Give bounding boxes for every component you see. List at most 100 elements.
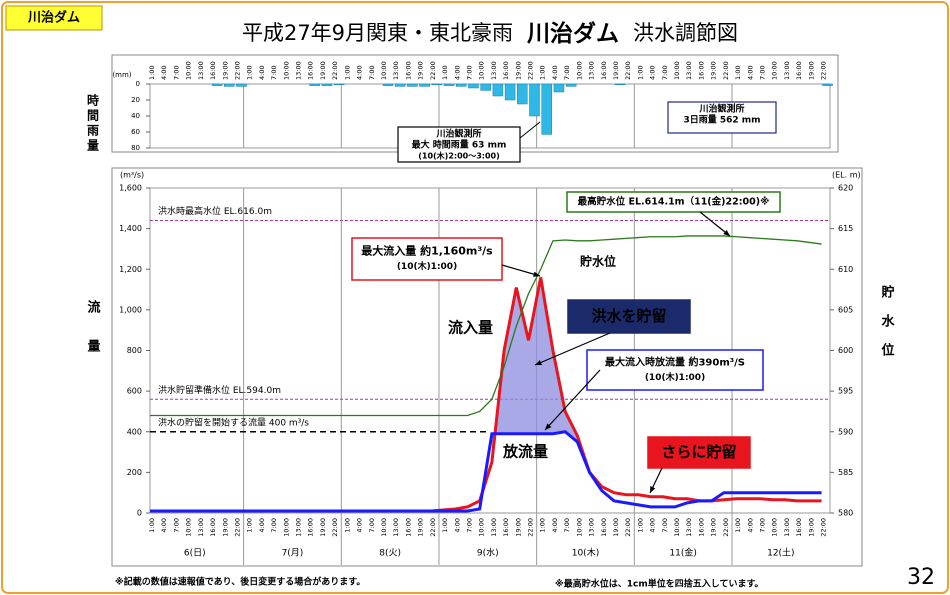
x-tick-label: 1:00 xyxy=(441,65,449,80)
x-tick-label: 1:00 xyxy=(246,65,254,80)
storage-area xyxy=(491,277,578,463)
x-tick-label: 19:00 xyxy=(514,61,522,80)
y-tick-label: 0 xyxy=(137,509,142,518)
x-tick-label: 1:00 xyxy=(636,65,644,80)
x-tick-label: 7:00 xyxy=(368,65,376,80)
x-tick-label: 10:00 xyxy=(380,518,388,537)
y-tick-label: 20 xyxy=(131,96,140,104)
x-tick-label: 7:00 xyxy=(661,65,669,80)
reference-label: 洪水貯留準備水位 EL.594.0m xyxy=(158,384,281,396)
x-tick-label: 16:00 xyxy=(404,518,412,537)
x-tick-label: 10:00 xyxy=(478,61,486,80)
level-y-label: 貯水位 xyxy=(879,284,895,372)
x-tick-label: 7:00 xyxy=(465,65,473,80)
x-tick-label: 19:00 xyxy=(417,518,425,537)
x-tick-label: 13:00 xyxy=(197,518,205,537)
y-tick-label: 0 xyxy=(136,80,140,88)
x-tick-label: 4:00 xyxy=(551,518,559,533)
annotation: さらに貯留 xyxy=(661,443,736,461)
bar xyxy=(236,83,247,87)
x-tick-label: 16:00 xyxy=(600,61,608,80)
flow-frame xyxy=(111,167,863,567)
x-tick-label: 16:00 xyxy=(697,61,705,80)
x-tick-label: 1:00 xyxy=(343,518,351,533)
x-tick-label: 19:00 xyxy=(319,61,327,80)
x-tick-label: 16:00 xyxy=(307,518,315,537)
x-tick-label: 7:00 xyxy=(465,518,473,533)
x-tick-label: 19:00 xyxy=(612,61,620,80)
annotation: (10(木)1:00) xyxy=(645,371,705,383)
badge-box xyxy=(5,5,103,31)
annotation-box xyxy=(667,101,777,134)
page-number: 32 xyxy=(907,565,935,590)
x-tick-label: 10:00 xyxy=(771,61,779,80)
flow-unit: (m³/s) xyxy=(120,171,144,180)
bar xyxy=(614,83,626,86)
y-tick-label: 800 xyxy=(127,346,142,355)
arrow xyxy=(501,264,541,277)
x-tick-label: 13:00 xyxy=(490,518,498,537)
x-tick-label: 19:00 xyxy=(319,518,327,537)
x-tick-label: 22:00 xyxy=(233,61,241,80)
x-tick-label: 10:00 xyxy=(771,518,779,537)
series-line xyxy=(150,235,822,417)
annotation: (10(木)2:00〜3:00) xyxy=(418,151,500,161)
bar xyxy=(394,83,406,87)
x-tick-label: 16:00 xyxy=(795,61,803,80)
x-tick-label: 10:00 xyxy=(282,61,290,80)
x-tick-label: 19:00 xyxy=(417,61,425,80)
x-tick-label: 4:00 xyxy=(258,518,266,533)
x-tick-label: 16:00 xyxy=(697,518,705,537)
x-tick-label: 7:00 xyxy=(368,518,376,533)
x-tick-label: 10:00 xyxy=(185,61,193,80)
x-tick-label: 19:00 xyxy=(710,61,718,80)
rain-unit: (mm) xyxy=(112,71,131,79)
y2-tick-label: 620 xyxy=(838,184,853,193)
x-tick-label: 4:00 xyxy=(649,518,657,533)
y-tick-label: 80 xyxy=(131,144,140,152)
arrow-head xyxy=(545,423,552,430)
x-tick-label: 4:00 xyxy=(258,65,266,80)
x-tick-label: 16:00 xyxy=(502,61,510,80)
arrow-head xyxy=(533,271,540,277)
bar xyxy=(565,83,577,87)
x-tick-label: 16:00 xyxy=(404,61,412,80)
y-tick-label: 1,600 xyxy=(119,184,142,193)
annotation: 最大 時間雨量 63 mm xyxy=(412,139,507,151)
arrow xyxy=(519,121,541,139)
bar xyxy=(224,83,235,87)
arrow xyxy=(534,332,611,366)
x-tick-label: 13:00 xyxy=(783,61,791,80)
x-tick-label: 22:00 xyxy=(624,518,632,537)
x-tick-label: 4:00 xyxy=(746,518,754,533)
bar xyxy=(321,83,333,86)
x-tick-label: 19:00 xyxy=(612,518,620,537)
x-tick-label: 4:00 xyxy=(551,65,559,80)
x-tick-label: 10:00 xyxy=(575,518,583,537)
title-dam: 川治ダム xyxy=(527,20,619,47)
x-tick-label: 22:00 xyxy=(331,518,339,537)
x-tick-label: 13:00 xyxy=(685,61,693,80)
y2-tick-label: 580 xyxy=(838,509,853,518)
annotation-box xyxy=(566,191,781,213)
x-tick-label: 1:00 xyxy=(343,65,351,80)
x-tick-label: 10:00 xyxy=(673,518,681,537)
x-tick-label: 13:00 xyxy=(295,518,303,537)
x-tick-label: 4:00 xyxy=(160,518,168,533)
bar xyxy=(333,83,345,86)
x-tick-label: 1:00 xyxy=(246,518,254,533)
x-tick-label: 19:00 xyxy=(807,518,815,537)
bar xyxy=(822,83,833,86)
series-label: 貯水位 xyxy=(580,254,616,269)
x-tick-label: 13:00 xyxy=(588,61,596,80)
footnote: ※記載の数値は速報値であり、後日変更する場合があります。 xyxy=(115,576,365,588)
title-prefix: 平成27年9月関東・東北豪雨 xyxy=(242,21,513,45)
bar xyxy=(419,83,430,87)
x-tick-label: 22:00 xyxy=(624,61,632,80)
x-tick-label: 10:00 xyxy=(673,61,681,80)
x-tick-label: 16:00 xyxy=(307,61,315,80)
series-line xyxy=(150,430,822,513)
day-label: 7(月) xyxy=(282,548,304,559)
bar xyxy=(553,83,565,93)
